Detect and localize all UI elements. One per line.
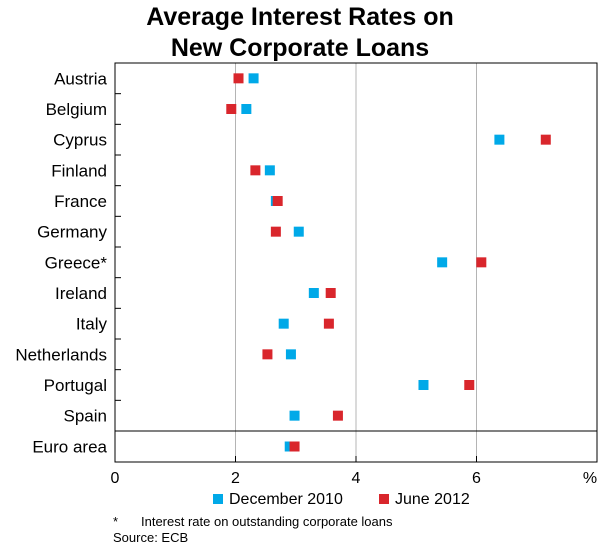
marker-june-2012 — [332, 410, 343, 421]
x-tick-label: 2 — [231, 470, 240, 487]
marker-june-2012 — [272, 196, 283, 206]
marker-june-2012 — [226, 104, 237, 114]
marker-june-2012 — [464, 380, 475, 390]
category-label: Austria — [54, 69, 107, 88]
marker-december-2010 — [494, 134, 505, 145]
marker-june-2012 — [323, 318, 334, 329]
marker-june-2012 — [325, 288, 336, 298]
marker-june-2012 — [250, 165, 261, 176]
marker-december-2010 — [289, 410, 300, 421]
footnote-marker: * — [113, 514, 119, 529]
marker-december-2010 — [437, 257, 448, 268]
legend-swatch — [213, 494, 223, 504]
category-label: Germany — [37, 223, 107, 242]
chart-title-line-2: New Corporate Loans — [170, 34, 430, 62]
marker-december-2010 — [248, 73, 259, 84]
footnote: * Interest rate on outstanding corporate… — [113, 514, 393, 530]
category-label: Finland — [51, 161, 107, 180]
source-note: Source: ECB — [113, 530, 189, 545]
marker-december-2010 — [278, 318, 289, 329]
x-tick-label: 6 — [472, 470, 481, 487]
marker-december-2010 — [418, 380, 429, 390]
marker-june-2012 — [289, 441, 300, 452]
category-label: Belgium — [46, 100, 107, 119]
legend-label: June 2012 — [395, 491, 470, 508]
category-label: Greece* — [45, 253, 108, 272]
category-label: Netherlands — [15, 345, 107, 364]
marker-december-2010 — [264, 165, 275, 176]
marker-december-2010 — [308, 288, 319, 298]
chart-title: Average Interest Rates on New Corporate … — [0, 2, 600, 64]
marker-december-2010 — [241, 104, 252, 114]
legend-swatch — [379, 494, 389, 504]
marker-june-2012 — [476, 257, 487, 268]
category-label: Ireland — [55, 284, 107, 303]
chart-notes: * Interest rate on outstanding corporate… — [113, 514, 393, 546]
category-label: Euro area — [32, 438, 107, 457]
x-tick-label: 4 — [352, 470, 361, 487]
chart-title-line-1: Average Interest Rates on — [146, 3, 454, 31]
category-label: France — [54, 192, 107, 211]
marker-december-2010 — [293, 226, 304, 237]
legend-label: December 2010 — [229, 491, 343, 508]
chart-plot: 0 2 4 6 % Austria Belgium Cyprus Finland France Ge… — [15, 62, 598, 508]
category-label: Spain — [64, 407, 107, 426]
x-unit-label: % — [583, 470, 597, 487]
marker-june-2012 — [270, 226, 281, 237]
marker-december-2010 — [285, 349, 296, 360]
category-label: Cyprus — [53, 131, 107, 150]
footnote-text: Interest rate on outstanding corporate l… — [141, 514, 393, 529]
category-label: Portugal — [44, 376, 107, 395]
marker-june-2012 — [540, 134, 551, 145]
marker-june-2012 — [262, 349, 273, 360]
x-tick-label: 0 — [111, 470, 120, 487]
marker-june-2012 — [233, 73, 244, 84]
category-label: Italy — [76, 315, 108, 334]
